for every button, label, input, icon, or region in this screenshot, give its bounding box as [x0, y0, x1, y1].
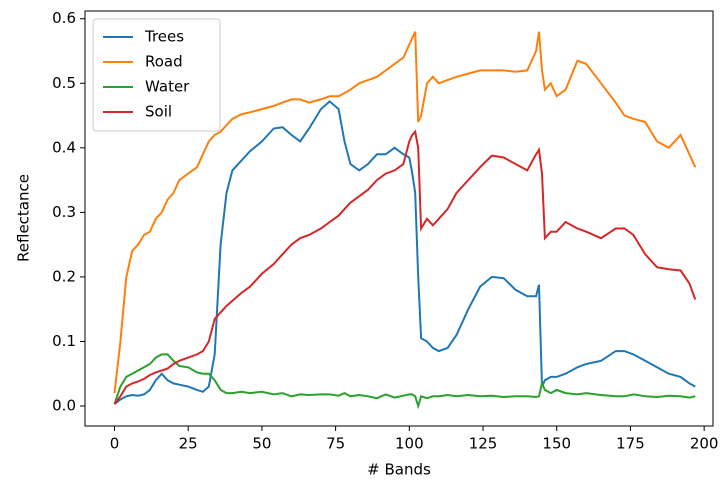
line: [113, 129, 697, 405]
x-tick-label: 0: [110, 435, 120, 453]
x-tick-label: 125: [469, 435, 498, 453]
y-tick-label: 0.6: [52, 9, 76, 27]
y-axis-label: Reflectance: [15, 174, 33, 262]
y-tick-label: 0.0: [52, 396, 76, 414]
legend-label: Soil: [145, 103, 172, 121]
y-tick-label: 0.1: [52, 332, 76, 350]
x-axis-label: # Bands: [367, 461, 431, 479]
x-tick-label: 200: [690, 435, 719, 453]
x-tick-label: 25: [179, 435, 198, 453]
y-tick-label: 0.5: [52, 74, 76, 92]
y-tick-label: 0.4: [52, 138, 76, 156]
x-tick-label: 100: [395, 435, 424, 453]
legend-label: Water: [145, 78, 190, 96]
legend-label: Trees: [144, 28, 184, 46]
line: [113, 100, 696, 405]
x-tick-label: 150: [542, 435, 571, 453]
legend-label: Road: [145, 53, 183, 71]
plot-frame: [84, 10, 714, 427]
line: [113, 353, 696, 410]
x-tick-label: 50: [252, 435, 271, 453]
x-tick-label: 175: [616, 435, 645, 453]
y-tick-label: 0.2: [52, 267, 76, 285]
x-tick-label: 75: [326, 435, 345, 453]
line: [113, 31, 697, 394]
y-tick-label: 0.3: [52, 203, 76, 221]
legend-box: [92, 18, 221, 132]
